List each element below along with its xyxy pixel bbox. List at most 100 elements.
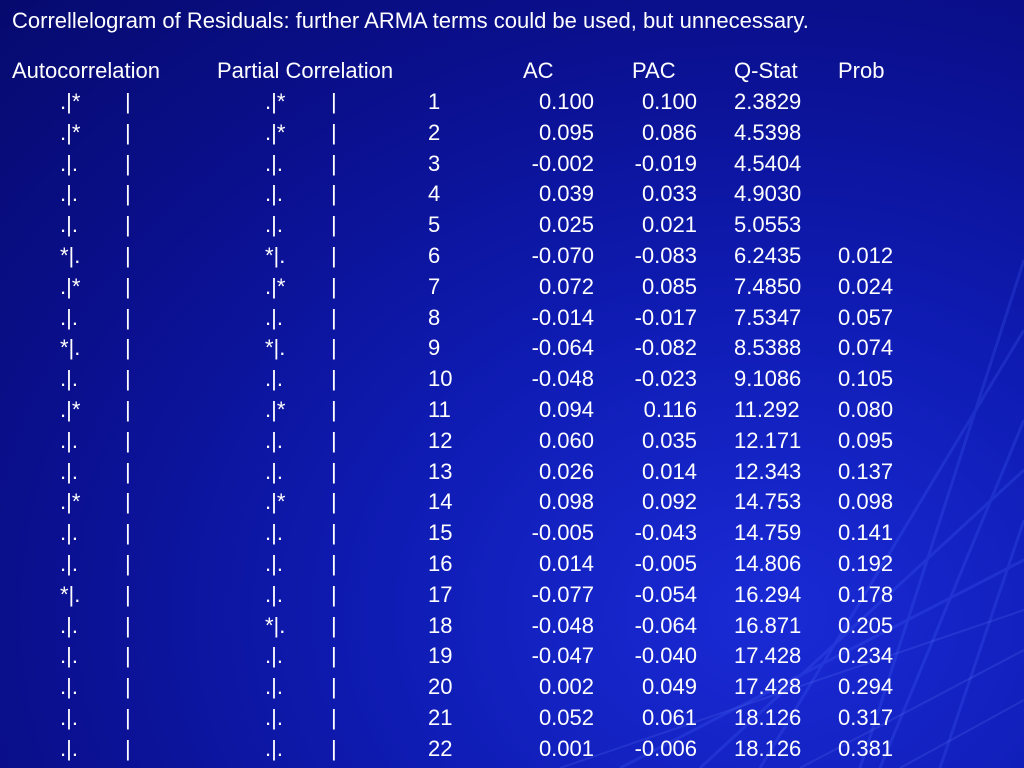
ac-value-cell: 0.060 [538, 427, 594, 453]
lag-cell: 14 [428, 489, 453, 515]
table-row: .|. | .|. | 4 0.039 0.033 4.9030 [0, 179, 1024, 209]
qstat-value-cell: 14.806 [734, 551, 802, 576]
pac-bar-separator: | [331, 89, 337, 114]
prob-value-cell: 0.317 [838, 705, 894, 730]
pac-bar-separator: | [331, 273, 337, 299]
pac-value-cell: -0.005 [634, 551, 697, 576]
ac-value-cell: 0.094 [538, 397, 594, 422]
table-row: .|. | .|. | 3 -0.002 -0.019 4.5404 [0, 149, 1024, 179]
ac-value-cell: 0.025 [538, 212, 594, 238]
header-prob: Prob [838, 58, 885, 83]
table-row: .|. | .|. | 12 0.060 0.035 12.171 0.095 [0, 426, 1024, 456]
table-row: .|. | .|. | 16 0.014 -0.005 14.806 0.192 [0, 549, 1024, 579]
qstat-value-cell: 12.171 [734, 427, 802, 453]
ac-bar-separator: | [125, 581, 131, 607]
pac-value-cell: -0.064 [634, 612, 697, 638]
ac-bar-separator: | [125, 705, 131, 730]
qstat-value-cell: 18.126 [734, 735, 802, 761]
table-row: .|. | .|. | 22 0.001 -0.006 18.126 0.381 [0, 734, 1024, 764]
ac-bar-cell: .|* [60, 273, 81, 299]
ac-value-cell: 0.100 [538, 89, 594, 114]
pac-bar-separator: | [331, 551, 337, 576]
pac-bar-separator: | [331, 489, 337, 515]
qstat-value-cell: 8.5388 [734, 335, 802, 361]
qstat-value-cell: 11.292 [734, 397, 800, 422]
pac-value-cell: 0.061 [641, 705, 697, 730]
pac-value-cell: -0.043 [634, 520, 697, 546]
lag-cell: 21 [428, 705, 453, 730]
pac-value-cell: -0.017 [634, 304, 697, 330]
ac-bar-separator: | [125, 243, 131, 268]
lag-cell: 17 [428, 581, 453, 607]
ac-value-cell: 0.039 [538, 181, 594, 207]
qstat-value-cell: 2.3829 [734, 89, 802, 114]
ac-bar-separator: | [125, 335, 131, 361]
pac-bar-separator: | [331, 612, 337, 638]
lag-cell: 5 [428, 212, 441, 238]
prob-value-cell: 0.178 [838, 581, 894, 607]
pac-bar-separator: | [331, 397, 337, 422]
pac-value-cell: 0.100 [641, 89, 697, 114]
ac-value-cell: 0.002 [538, 674, 594, 700]
pac-bar-cell: .|. [265, 643, 283, 669]
lag-cell: 11 [428, 397, 451, 422]
pac-bar-separator: | [331, 458, 337, 484]
table-row: .|* | .|* | 11 0.094 0.116 11.292 0.080 [0, 395, 1024, 425]
lag-cell: 10 [428, 366, 453, 392]
ac-value-cell: 0.001 [538, 735, 594, 761]
pac-value-cell: -0.082 [634, 335, 697, 361]
pac-bar-cell: .|. [265, 581, 283, 607]
lag-cell: 9 [428, 335, 441, 361]
pac-bar-separator: | [331, 212, 337, 238]
lag-cell: 13 [428, 458, 453, 484]
ac-bar-separator: | [125, 397, 131, 422]
pac-bar-cell: .|* [265, 397, 286, 422]
pac-value-cell: 0.092 [641, 489, 697, 515]
prob-value-cell: 0.074 [838, 335, 894, 361]
ac-value-cell: -0.047 [531, 643, 594, 669]
table-row: *|. | *|. | 9 -0.064 -0.082 8.5388 0.074 [0, 333, 1024, 363]
pac-bar-separator: | [331, 427, 337, 453]
ac-value-cell: -0.048 [531, 366, 594, 392]
pac-bar-cell: .|. [265, 520, 283, 546]
table-row: *|. | .|. | 17 -0.077 -0.054 16.294 0.178 [0, 580, 1024, 610]
qstat-value-cell: 18.126 [734, 705, 802, 730]
pac-bar-cell: .|. [265, 304, 283, 330]
pac-bar-cell: .|* [265, 273, 286, 299]
ac-bar-cell: .|* [60, 89, 81, 114]
ac-bar-cell: .|. [60, 150, 78, 176]
ac-value-cell: 0.026 [538, 458, 594, 484]
pac-bar-cell: .|* [265, 489, 286, 515]
pac-bar-cell: .|* [265, 119, 286, 145]
pac-bar-separator: | [331, 520, 337, 546]
ac-bar-separator: | [125, 273, 131, 299]
pac-bar-cell: .|. [265, 427, 283, 453]
pac-bar-cell: .|. [265, 458, 283, 484]
pac-value-cell: -0.023 [634, 366, 697, 392]
pac-bar-separator: | [331, 243, 337, 268]
ac-value-cell: 0.095 [538, 119, 594, 145]
qstat-value-cell: 7.5347 [734, 304, 802, 330]
header-ac: AC [523, 58, 554, 83]
pac-value-cell: 0.033 [641, 181, 697, 207]
ac-bar-cell: .|* [60, 397, 81, 422]
pac-bar-separator: | [331, 335, 337, 361]
qstat-value-cell: 14.759 [734, 520, 802, 546]
ac-bar-cell: .|. [60, 304, 78, 330]
lag-cell: 6 [428, 243, 441, 268]
header-partial-correlation: Partial Correlation [217, 58, 394, 83]
pac-bar-cell: .|. [265, 674, 283, 700]
table-row: .|. | .|. | 15 -0.005 -0.043 14.759 0.141 [0, 518, 1024, 548]
pac-bar-separator: | [331, 705, 337, 730]
ac-bar-cell: .|. [60, 366, 78, 392]
pac-value-cell: 0.014 [641, 458, 697, 484]
lag-cell: 8 [428, 304, 441, 330]
ac-bar-separator: | [125, 643, 131, 669]
ac-bar-cell: .|. [60, 735, 78, 761]
pac-bar-cell: *|. [265, 335, 286, 361]
lag-cell: 16 [428, 551, 453, 576]
pac-value-cell: 0.035 [641, 427, 697, 453]
qstat-value-cell: 17.428 [734, 643, 802, 669]
ac-bar-separator: | [125, 89, 131, 114]
lag-cell: 12 [428, 427, 453, 453]
